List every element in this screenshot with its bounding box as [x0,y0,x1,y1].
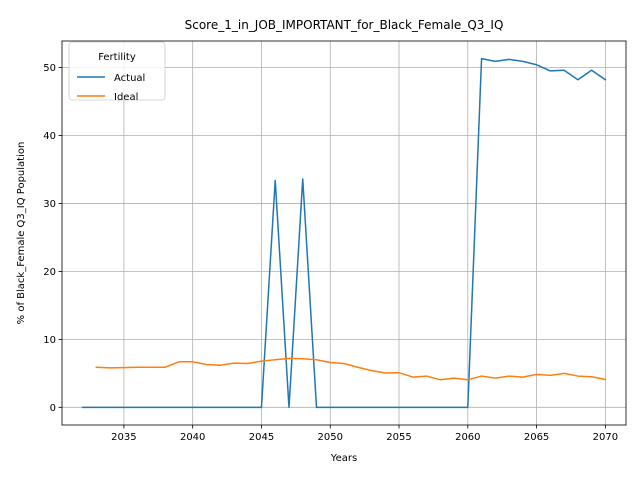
x-tick-label: 2070 [593,432,618,443]
x-axis-label: Years [330,453,357,464]
legend-entries: Actual Ideal [77,73,145,103]
x-tick-label: 2035 [111,432,136,443]
series-line-ideal [95,357,607,381]
y-tick-label: 10 [43,335,56,346]
series-layer [81,57,607,409]
legend-box [68,41,166,101]
y-tick-label: 40 [43,131,56,142]
chart-title: Score_1_in_JOB_IMPORTANT_for_Black_Femal… [185,18,504,32]
x-tick-label: 2065 [524,432,549,443]
y-axis-label: % of Black_Female Q3_IQ Population [16,142,27,325]
axis-ticks: 2035 2040 2045 2050 2055 2060 2065 2070 0 10 20 30 4… [43,63,618,443]
y-tick-label: 30 [43,199,56,210]
series-line-actual [81,57,607,409]
x-tick-label: 2060 [455,432,480,443]
legend-title: Fertility [98,52,136,63]
y-tick-label: 50 [43,63,56,74]
x-tick-label: 2050 [318,432,343,443]
y-tick-label: 20 [43,267,56,278]
y-tick-label: 0 [50,403,56,414]
legend: Fertility Actual Ideal [68,41,166,103]
legend-label-ideal: Ideal [114,92,138,103]
x-tick-label: 2045 [249,432,274,443]
legend-label-actual: Actual [114,73,145,84]
x-tick-label: 2040 [180,432,205,443]
plot-frame [61,40,627,426]
x-tick-label: 2055 [386,432,411,443]
